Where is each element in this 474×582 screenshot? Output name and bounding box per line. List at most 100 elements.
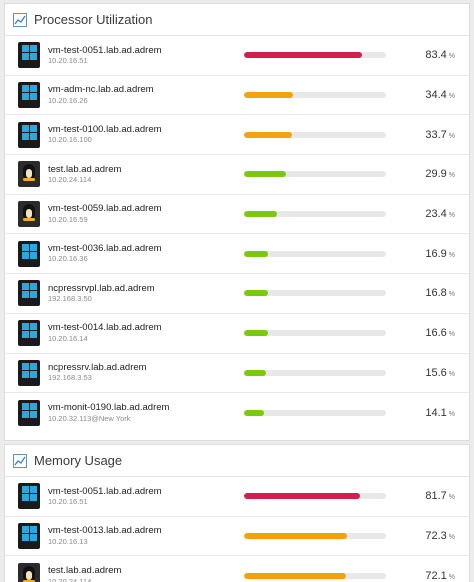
windows-server-icon [18,42,40,69]
usage-bar-fill [244,330,268,337]
line-chart-icon [13,12,27,27]
node-info: vm-test-0051.lab.ad.adrem 10.20.16.51 [48,44,244,66]
windows-server-icon [18,359,40,386]
node-name[interactable]: vm-adm-nc.lab.ad.adrem [48,84,154,96]
usage-bar [244,92,386,99]
node-info: vm-test-0100.lab.ad.adrem 10.20.16.100 [48,123,244,145]
usage-number: 23.4 [425,208,447,221]
windows-server-icon [18,320,40,347]
node-name[interactable]: vm-test-0059.lab.ad.adrem [48,203,162,215]
node-name[interactable]: ncpressrv.lab.ad.adrem [48,362,147,373]
panel-title: Processor Utilization [34,12,153,27]
usage-bar-fill [244,211,278,218]
panel-title: Memory Usage [34,453,123,468]
node-row[interactable]: vm-test-0014.lab.ad.adrem 10.20.16.14 16.6… [5,314,469,354]
usage-bar-fill [244,171,287,178]
usage-value: 33.7% [425,129,455,141]
node-row[interactable]: vm-test-0059.lab.ad.adrem 10.20.16.59 23.4… [5,195,469,235]
usage-unit: % [448,534,455,542]
node-address: 10.20.24.114 [48,576,92,582]
node-row[interactable]: vm-test-0051.lab.ad.adrem 10.20.16.51 83.4… [5,36,469,76]
cpu-node-list: vm-test-0051.lab.ad.adrem 10.20.16.51 83.4… [5,36,469,433]
panel-header: Memory Usage [5,445,469,477]
node-name[interactable]: test.lab.ad.adrem [48,565,122,577]
node-address: 10.20.16.36 [48,254,88,264]
usage-unit: % [448,172,455,180]
usage-number: 15.6 [425,366,447,379]
node-address: 10.20.16.51 [48,55,88,65]
node-info: test.lab.ad.adrem 10.20.24.114 [48,565,244,582]
windows-server-icon [18,280,40,307]
usage-number: 81.7 [425,490,447,503]
usage-value: 81.7% [425,490,455,502]
usage-bar [244,330,386,337]
node-name[interactable]: vm-monit-0190.lab.ad.adrem [48,402,170,414]
usage-number: 72.3 [425,530,447,543]
usage-number: 29.9 [425,168,447,181]
node-row[interactable]: ncpressrv.lab.ad.adrem 192.168.3.53 15.6% [5,354,469,394]
usage-bar [244,131,386,138]
node-row[interactable]: ncpressrvpl.lab.ad.adrem 192.168.3.50 16.8… [5,274,469,314]
node-name[interactable]: vm-test-0051.lab.ad.adrem [48,44,162,56]
windows-server-icon [18,523,40,550]
usage-number: 14.1 [425,407,447,420]
usage-bar-fill [244,250,268,257]
usage-unit: % [448,212,455,220]
linux-server-icon [18,563,40,582]
usage-bar [244,211,386,218]
windows-server-icon [18,400,40,427]
node-row[interactable]: vm-adm-nc.lab.ad.adrem 10.20.16.26 34.4% [5,76,469,116]
usage-bar [244,171,386,178]
usage-value: 14.1% [425,407,455,419]
node-name[interactable]: vm-test-0051.lab.ad.adrem [48,485,162,497]
node-name[interactable]: ncpressrvpl.lab.ad.adrem [48,282,155,294]
node-address: 10.20.16.13 [48,536,88,546]
node-row[interactable]: vm-test-0100.lab.ad.adrem 10.20.16.100 33.… [5,115,469,156]
usage-unit: % [448,370,455,378]
usage-number: 72.1 [425,570,447,582]
node-address: 10.20.16.51 [48,496,88,506]
linux-server-icon [18,161,40,188]
usage-number: 34.4 [425,89,447,102]
node-address: 192.168.3.53 [48,373,92,383]
memory-node-list: vm-test-0051.lab.ad.adrem 10.20.16.51 81.7… [5,477,469,582]
panel-header: Processor Utilization [5,4,469,36]
usage-value: 15.6% [425,367,455,379]
usage-bar-fill [244,369,267,376]
node-info: test.lab.ad.adrem 10.20.24.114 [48,163,244,185]
node-info: ncpressrv.lab.ad.adrem 192.168.3.53 [48,362,244,383]
node-row[interactable]: vm-test-0036.lab.ad.adrem 10.20.16.36 16.9… [5,234,469,275]
usage-value: 34.4% [425,89,455,101]
node-name[interactable]: vm-test-0036.lab.ad.adrem [48,242,162,254]
usage-bar-fill [244,493,360,500]
usage-value: 83.4% [425,49,455,61]
windows-server-icon [18,82,40,109]
node-info: vm-test-0059.lab.ad.adrem 10.20.16.59 [48,203,244,224]
usage-bar [244,52,386,59]
node-name[interactable]: vm-test-0100.lab.ad.adrem [48,123,162,135]
usage-bar [244,290,386,297]
windows-server-icon [18,483,40,510]
node-info: vm-test-0014.lab.ad.adrem 10.20.16.14 [48,322,244,343]
node-row[interactable]: vm-test-0013.lab.ad.adrem 10.20.16.13 72.3… [5,517,469,557]
node-name[interactable]: vm-test-0013.lab.ad.adrem [48,525,162,537]
usage-number: 16.6 [425,327,447,340]
usage-bar-fill [244,52,363,59]
usage-value: 29.9% [425,168,455,180]
usage-unit: % [448,494,455,502]
usage-value: 72.1% [425,570,455,582]
usage-bar-fill [244,131,292,138]
node-row[interactable]: vm-test-0051.lab.ad.adrem 10.20.16.51 81.7… [5,477,469,517]
usage-bar [244,250,386,257]
node-address: 10.20.32.113@New York [48,413,131,423]
node-row[interactable]: test.lab.ad.adrem 10.20.24.114 72.1% [5,556,469,582]
usage-bar [244,369,386,376]
node-row[interactable]: vm-monit-0190.lab.ad.adrem 10.20.32.113@N… [5,393,469,433]
node-name[interactable]: vm-test-0014.lab.ad.adrem [48,322,162,334]
usage-number: 83.4 [425,49,447,62]
usage-number: 16.9 [425,247,447,260]
node-info: vm-test-0036.lab.ad.adrem 10.20.16.36 [48,242,244,264]
node-address: 192.168.3.50 [48,294,92,304]
node-name[interactable]: test.lab.ad.adrem [48,163,122,175]
node-row[interactable]: test.lab.ad.adrem 10.20.24.114 29.9% [5,155,469,195]
